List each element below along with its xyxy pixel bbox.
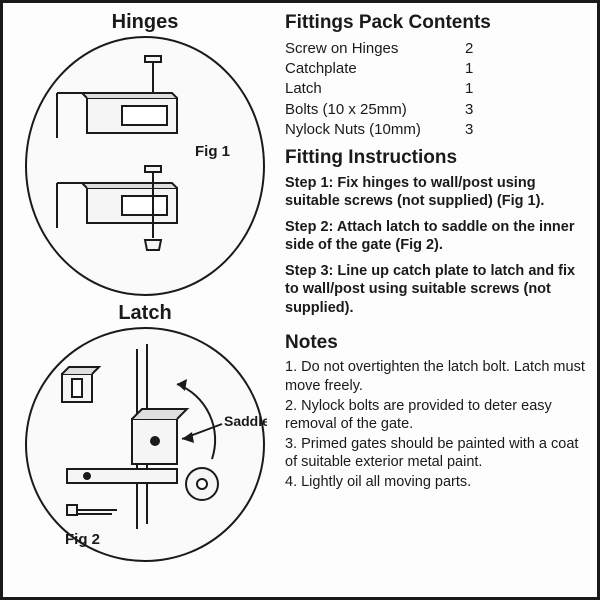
fig2-caption: Fig 2 — [65, 531, 100, 548]
diagram-column: Hinges — [15, 11, 275, 589]
step-2: Step 2: Attach latch to saddle on the in… — [285, 218, 585, 254]
contents-row: Latch 1 — [285, 79, 585, 99]
latch-title: Latch — [118, 302, 171, 325]
contents-row: Screw on Hinges 2 — [285, 39, 585, 59]
contents-qty: 2 — [465, 39, 495, 59]
step-3: Step 3: Line up catch plate to latch and… — [285, 262, 585, 316]
saddle-label: Saddle — [224, 413, 267, 429]
contents-label: Screw on Hinges — [285, 39, 465, 59]
latch-diagram: Saddle Fig 2 — [25, 327, 265, 562]
hinges-diagram: Fig 1 — [25, 36, 265, 296]
contents-row: Catchplate 1 — [285, 59, 585, 79]
contents-label: Latch — [285, 79, 465, 99]
contents-qty: 3 — [465, 120, 495, 140]
note-2: 2. Nylock bolts are provided to deter ea… — [285, 397, 585, 433]
step-1: Step 1: Fix hinges to wall/post using su… — [285, 174, 585, 210]
contents-label: Bolts (10 x 25mm) — [285, 100, 465, 120]
text-column: Fittings Pack Contents Screw on Hinges 2… — [285, 11, 585, 589]
contents-list: Screw on Hinges 2 Catchplate 1 Latch 1 B… — [285, 39, 585, 140]
contents-qty: 1 — [465, 79, 495, 99]
note-4: 4. Lightly oil all moving parts. — [285, 473, 585, 491]
contents-qty: 3 — [465, 100, 495, 120]
fig1-caption: Fig 1 — [195, 143, 230, 160]
hinges-title: Hinges — [112, 11, 179, 34]
contents-heading: Fittings Pack Contents — [285, 11, 585, 35]
contents-qty: 1 — [465, 59, 495, 79]
contents-row: Bolts (10 x 25mm) 3 — [285, 100, 585, 120]
note-1: 1. Do not overtighten the latch bolt. La… — [285, 358, 585, 394]
instructions-heading: Fitting Instructions — [285, 146, 585, 170]
contents-row: Nylock Nuts (10mm) 3 — [285, 120, 585, 140]
instruction-sheet: Hinges — [0, 0, 600, 600]
note-3: 3. Primed gates should be painted with a… — [285, 435, 585, 471]
contents-label: Catchplate — [285, 59, 465, 79]
notes-heading: Notes — [285, 331, 585, 355]
contents-label: Nylock Nuts (10mm) — [285, 120, 465, 140]
